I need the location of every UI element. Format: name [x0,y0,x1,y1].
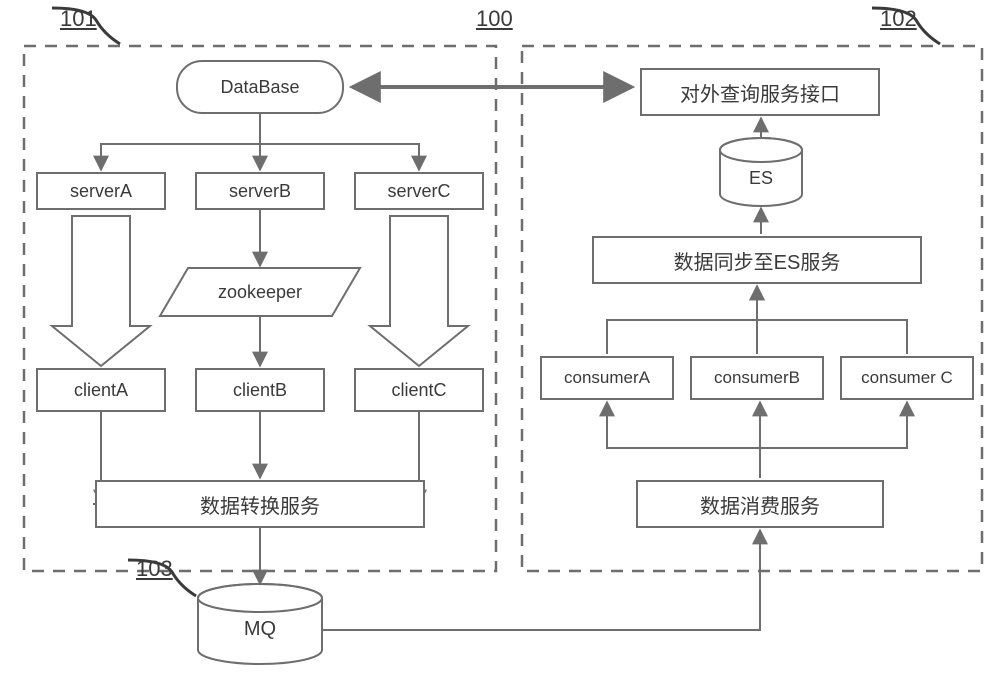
consumerA-label: consumerA [564,368,650,388]
serverC-label: serverC [387,181,450,202]
node-consumerA: consumerA [540,356,674,400]
node-transform: 数据转换服务 [95,480,425,528]
sync-es-label: 数据同步至ES服务 [674,246,841,275]
node-consumerB: consumerB [690,356,824,400]
edge-ca-se [607,286,757,354]
edge-db-sa [101,114,260,170]
edge-cs-cc [760,402,907,478]
block-arrow-right [370,216,468,366]
node-zookeeper: zookeeper [170,276,350,308]
consumerC-label: consumer C [861,368,953,388]
node-clientA: clientA [36,368,166,412]
serverB-label: serverB [229,181,291,202]
mq-label: MQ [244,618,276,641]
node-serverB: serverB [195,172,325,210]
node-mq: MQ [198,602,322,656]
node-clientB: clientB [195,368,325,412]
external-api-label: 对外查询服务接口 [680,78,840,107]
node-clientC: clientC [354,368,484,412]
node-consumerC: consumer C [840,356,974,400]
es-label: ES [749,168,773,189]
ref-103: 103 [136,556,173,582]
node-sync-es: 数据同步至ES服务 [592,236,922,284]
edge-cc-se [757,320,907,354]
edge-db-sc [260,114,419,170]
edge-cs-ca [607,402,760,478]
clientC-label: clientC [391,380,446,401]
node-database: DataBase [176,60,344,114]
block-arrow-left [52,216,150,366]
ref-100: 100 [476,6,513,32]
node-consume-svc: 数据消费服务 [636,480,884,528]
clientB-label: clientB [233,380,287,401]
node-serverA: serverA [36,172,166,210]
diagram-stage: DataBase serverA serverB serverC zookeep… [0,0,1000,677]
ref-101: 101 [60,6,97,32]
database-label: DataBase [220,77,299,98]
node-serverC: serverC [354,172,484,210]
consume-svc-label: 数据消费服务 [700,490,820,519]
serverA-label: serverA [70,181,132,202]
consumerB-label: consumerB [714,368,800,388]
node-es: ES [720,158,802,198]
node-external-api: 对外查询服务接口 [640,68,880,116]
edge-mq-cons [322,530,760,630]
transform-label: 数据转换服务 [200,490,320,519]
ref-102: 102 [880,6,917,32]
zookeeper-label: zookeeper [218,282,302,303]
clientA-label: clientA [74,380,128,401]
